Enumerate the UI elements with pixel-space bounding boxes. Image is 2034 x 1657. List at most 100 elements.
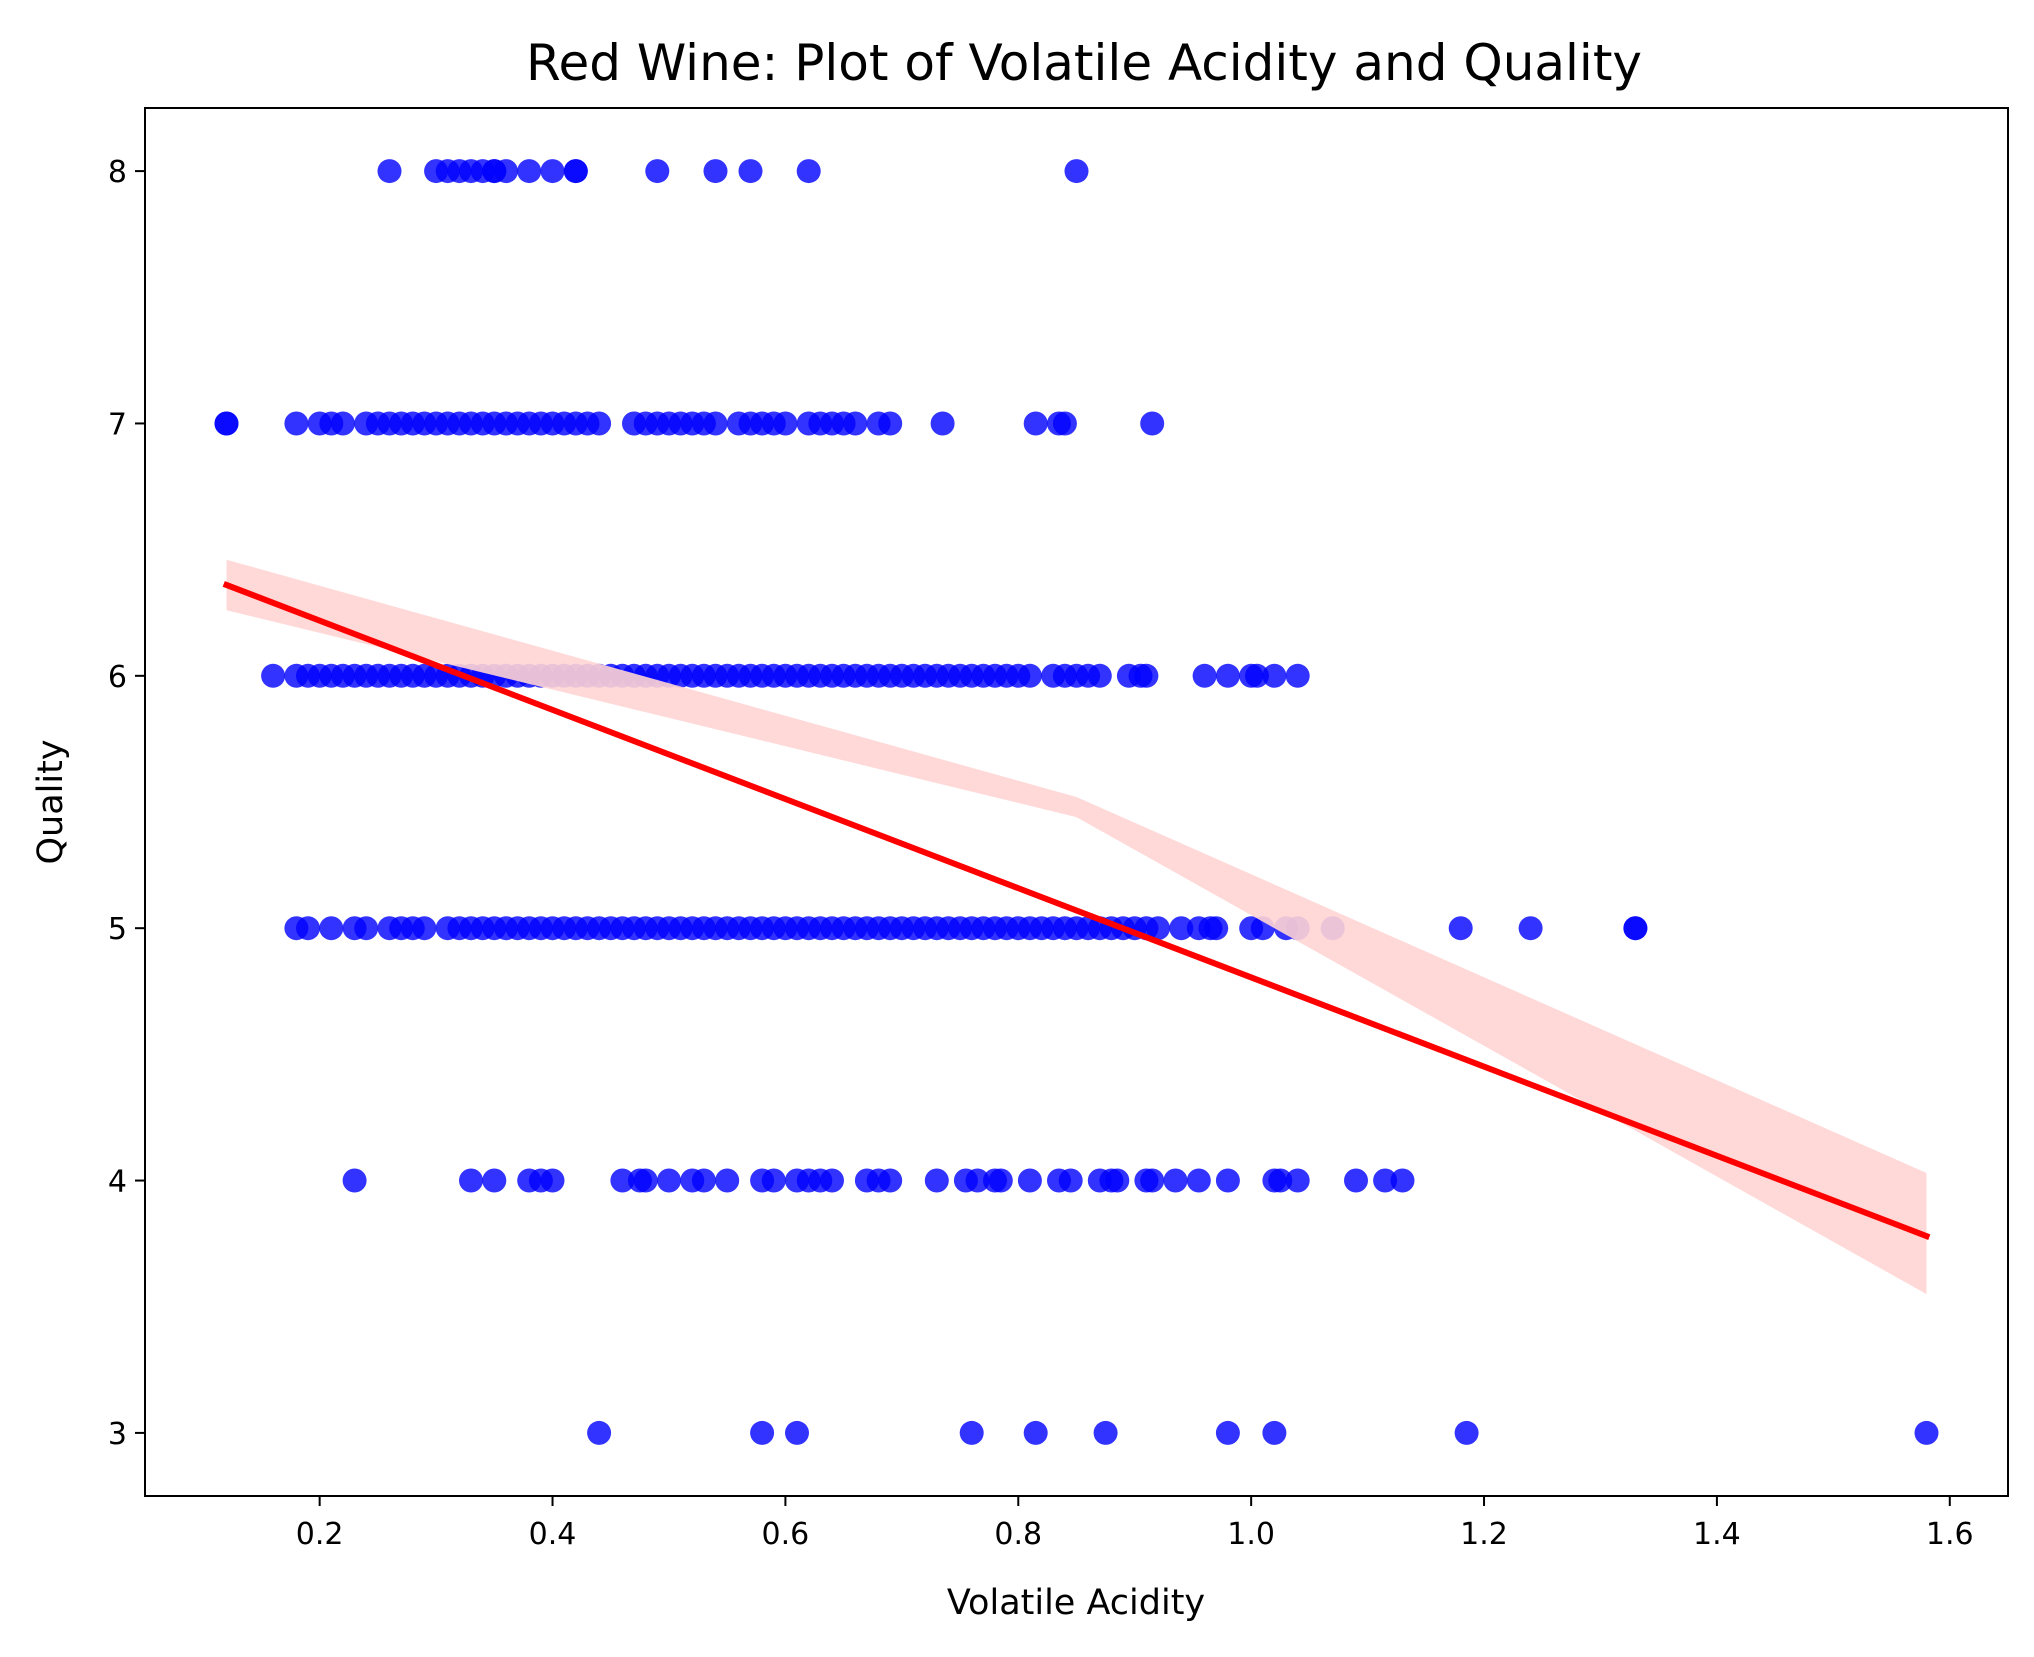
data-point [377, 159, 402, 184]
data-point [610, 1168, 635, 1193]
data-point [988, 1168, 1013, 1193]
data-point [1163, 1168, 1188, 1193]
data-point [645, 159, 670, 184]
data-point [959, 1420, 984, 1445]
regression-line [222, 581, 1931, 1240]
data-point [1245, 663, 1269, 688]
data-point [965, 1168, 990, 1193]
data-point [703, 411, 728, 436]
data-point [773, 411, 798, 436]
y-axis: 3 4 5 6 7 8 [108, 155, 145, 1452]
data-point [587, 1420, 612, 1445]
y-tick-label: 5 [108, 912, 127, 947]
data-point [1192, 663, 1217, 688]
data-point [750, 1420, 775, 1445]
y-tick-label: 6 [108, 660, 127, 695]
data-point [1215, 1168, 1240, 1193]
x-tick-label: 0.4 [529, 1517, 577, 1552]
data-point [930, 411, 955, 436]
data-point [412, 916, 437, 941]
data-point [1140, 1168, 1165, 1193]
data-point [1017, 1168, 1042, 1193]
y-tick-label: 8 [108, 155, 127, 190]
x-tick-label: 1.6 [1926, 1517, 1974, 1552]
data-point [924, 1168, 949, 1193]
data-point [517, 159, 542, 184]
data-point [1262, 663, 1287, 688]
data-point [1134, 663, 1159, 688]
series-quality-7 [214, 411, 1165, 436]
data-point [1146, 916, 1170, 941]
data-point [633, 1168, 658, 1193]
data-point [1087, 663, 1112, 688]
series-quality-6 [261, 663, 1310, 688]
data-point [738, 159, 763, 184]
data-point [1518, 916, 1543, 941]
data-point [354, 916, 379, 941]
data-point [878, 411, 903, 436]
data-point [785, 1420, 809, 1445]
series-quality-4 [342, 1168, 1415, 1193]
y-tick-label: 4 [108, 1165, 127, 1200]
data-point [1169, 916, 1194, 941]
series-quality-3 [587, 1420, 1939, 1445]
series-quality-5 [284, 916, 1648, 941]
confidence-band [226, 559, 1927, 1295]
data-point [1186, 1168, 1211, 1193]
data-point [587, 411, 612, 436]
data-point [261, 663, 286, 688]
data-point [1023, 1420, 1048, 1445]
data-point [715, 1168, 740, 1193]
data-point [482, 1168, 507, 1193]
data-point [319, 916, 344, 941]
x-tick-label: 0.8 [994, 1517, 1042, 1552]
data-point [459, 1168, 483, 1193]
data-point [1285, 1168, 1310, 1193]
x-tick-label: 1.0 [1227, 1517, 1275, 1552]
data-point [540, 159, 565, 184]
data-point [878, 1168, 903, 1193]
y-tick-label: 7 [108, 407, 127, 442]
x-tick-label: 1.2 [1460, 1517, 1508, 1552]
data-point [214, 411, 239, 436]
data-point [1390, 1168, 1415, 1193]
data-point [1204, 916, 1229, 941]
chart-title: Red Wine: Plot of Volatile Acidity and Q… [526, 34, 1642, 92]
data-point [1215, 1420, 1240, 1445]
data-point [1285, 663, 1310, 688]
data-point [1052, 411, 1077, 436]
data-point [330, 411, 355, 436]
data-point [1017, 663, 1042, 688]
x-tick-label: 0.2 [296, 1517, 344, 1552]
data-point [1448, 916, 1473, 941]
y-axis-label: Quality [31, 739, 71, 864]
data-point [1344, 1168, 1368, 1193]
data-point [657, 1168, 681, 1193]
x-axis-label: Volatile Acidity [947, 1583, 1205, 1623]
series-quality-8 [377, 159, 1089, 184]
data-point [296, 916, 320, 941]
data-point [1215, 663, 1240, 688]
data-point [796, 159, 821, 184]
data-point [761, 1168, 786, 1193]
data-point [1064, 159, 1089, 184]
data-point [1093, 1420, 1118, 1445]
data-point [843, 411, 868, 436]
data-point [820, 1168, 844, 1193]
data-point [1623, 916, 1648, 941]
data-point [1454, 1420, 1479, 1445]
data-point [1373, 1168, 1398, 1193]
data-point [284, 411, 309, 436]
data-point [563, 159, 588, 184]
plot-area [214, 159, 1939, 1445]
data-point [1105, 1168, 1130, 1193]
data-point [494, 159, 518, 184]
y-tick-label: 3 [108, 1417, 127, 1452]
data-point [1262, 1420, 1287, 1445]
data-point [703, 159, 728, 184]
plot-frame [144, 107, 2009, 1497]
data-point [1023, 411, 1048, 436]
